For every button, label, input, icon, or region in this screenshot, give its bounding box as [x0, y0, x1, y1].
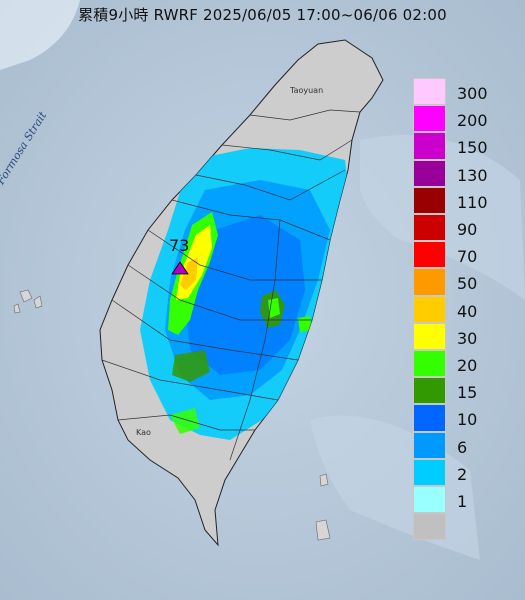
legend-item: 300 [413, 78, 525, 106]
legend-label: 15 [457, 383, 478, 403]
legend-item [413, 513, 525, 541]
legend-swatch [413, 458, 446, 486]
legend-item: 90 [413, 214, 525, 242]
place-label-kao: Kao [136, 428, 151, 437]
legend-swatch [413, 431, 446, 459]
green-island [319, 473, 329, 487]
legend-swatch [413, 78, 446, 106]
legend-swatch [413, 132, 446, 160]
legend-item: 2 [413, 458, 525, 486]
legend-swatch [413, 241, 446, 269]
max-rainfall-value: 73 [169, 236, 190, 255]
legend-label: 130 [457, 165, 488, 185]
legend-item: 10 [413, 404, 525, 432]
legend-label: 20 [457, 356, 478, 375]
legend-item: 20 [413, 350, 525, 378]
legend-item: 1 [413, 486, 525, 514]
legend-item: 150 [413, 132, 525, 160]
legend-item: 50 [413, 268, 525, 296]
place-label-taoyuan: Taoyuan [290, 86, 324, 95]
legend-item: 200 [413, 105, 525, 133]
sea-relief [0, 0, 80, 70]
legend-item: 6 [413, 431, 525, 459]
legend-swatch [413, 268, 446, 296]
legend-swatch [413, 322, 446, 350]
legend-swatch [413, 186, 446, 214]
rainfall-legend: 300 200 150 130 110 90 70 50 40 30 20 15 10 6 2 1 [413, 78, 525, 570]
orchid-island [315, 519, 331, 541]
map-title: 累積9小時 RWRF 2025/06/05 17:00~06/06 02:00 [78, 6, 447, 24]
county-borders [101, 109, 361, 461]
legend-item: 30 [413, 322, 525, 350]
legend-label: 150 [457, 138, 488, 158]
legend-label: 10 [457, 410, 478, 430]
max-rainfall-marker [171, 261, 189, 275]
legend-swatch [413, 486, 446, 514]
legend-swatch [413, 377, 446, 405]
legend-item: 15 [413, 377, 525, 405]
legend-item: 110 [413, 186, 525, 214]
legend-label: 30 [457, 328, 478, 348]
legend-label: 300 [457, 84, 488, 103]
legend-label: 110 [457, 192, 488, 212]
legend-label: 6 [457, 437, 468, 457]
legend-item: 130 [413, 159, 525, 187]
legend-swatch [413, 513, 446, 541]
penghu-islands [13, 289, 43, 314]
legend-label: 200 [457, 111, 488, 131]
legend-label: 40 [457, 301, 478, 321]
legend-label: 70 [457, 247, 478, 267]
legend-swatch [413, 350, 446, 378]
legend-label: 2 [457, 464, 468, 484]
legend-swatch [413, 105, 446, 133]
legend-swatch [413, 404, 446, 432]
legend-swatch [413, 214, 446, 242]
legend-swatch [413, 295, 446, 323]
legend-item: 70 [413, 241, 525, 269]
legend-label: 50 [457, 274, 478, 294]
legend-label: 90 [457, 220, 478, 239]
legend-item: 40 [413, 295, 525, 323]
legend-swatch [413, 159, 446, 187]
legend-label: 1 [457, 492, 468, 511]
